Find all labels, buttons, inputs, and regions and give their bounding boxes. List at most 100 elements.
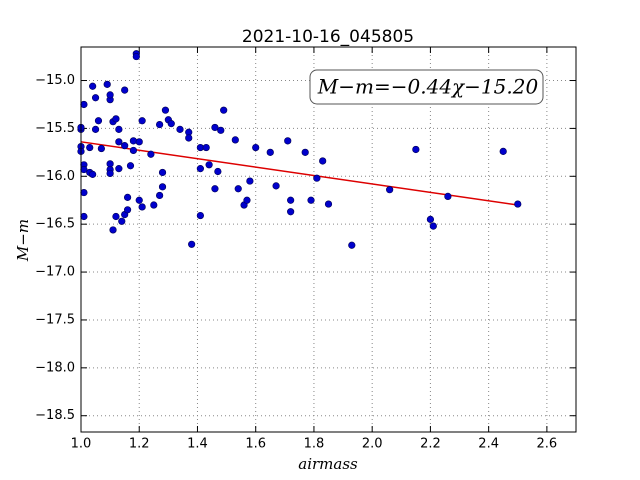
y-tick-label: −16.5 [35,217,75,232]
data-point [287,196,295,204]
data-point [80,188,88,197]
data-point [161,106,170,114]
data-point [121,86,129,94]
data-point [115,165,123,173]
data-point [138,203,146,211]
data-point [176,125,184,133]
y-tick-label: −17.0 [35,265,75,280]
x-axis-label: airmass [298,455,358,473]
data-point [231,136,239,144]
data-point [138,117,146,125]
x-tick-label: 2.4 [478,437,499,452]
data-point [129,137,138,145]
data-point [426,215,435,223]
data-point [156,191,164,200]
data-point [287,208,295,216]
data-point [313,174,321,182]
data-point [103,80,111,88]
data-point [196,211,204,220]
y-tick-label: −15.5 [35,121,75,136]
data-point [284,137,292,145]
data-point [412,145,420,154]
x-tick-label: 1.2 [129,437,150,452]
data-point [211,123,219,132]
data-point [205,161,213,169]
data-point [115,125,123,133]
data-point [89,82,97,90]
data-point [188,240,196,248]
data-point [132,52,140,61]
data-point [429,222,437,230]
data-point [150,201,158,209]
data-point [147,150,155,158]
data-point [324,200,333,208]
data-point [234,185,242,193]
data-point [185,134,193,142]
x-tick-label: 2.2 [420,437,441,452]
data-point [94,117,103,125]
annotation-box [309,69,544,105]
data-point [123,206,132,214]
y-axis-label: M−m [14,219,32,262]
data-point [118,217,126,225]
data-point [202,143,210,152]
data-point [91,94,100,102]
data-point [214,167,222,176]
data-point [386,186,394,194]
chart-title: 2021-10-16_045805 [242,27,414,47]
data-point [112,115,120,123]
data-point [319,157,327,165]
data-point [499,147,507,155]
data-point [135,196,143,204]
data-point [86,143,94,152]
data-point [348,241,356,249]
data-point [89,170,97,178]
data-point [158,183,167,191]
data-point [301,148,309,156]
data-point [123,193,132,201]
data-point [91,125,100,133]
x-tick-label: 1.8 [304,437,325,452]
data-point [196,165,204,173]
data-point [80,100,88,109]
data-point [109,226,117,234]
data-point [80,212,88,221]
y-tick-label: −17.5 [35,312,75,327]
data-point [307,196,315,204]
data-point [129,146,138,155]
plot-frame [80,46,577,433]
data-point [444,192,452,201]
x-tick-label: 1.0 [71,437,92,452]
data-point [121,142,129,150]
data-point [167,120,175,128]
data-point [252,143,260,152]
data-point [115,138,123,146]
data-point [112,212,120,221]
x-tick-label: 1.4 [187,437,208,452]
data-point [217,126,225,134]
data-point [106,169,114,178]
data-point [246,177,254,185]
data-point [266,148,274,156]
data-point [243,196,251,204]
data-point [126,162,135,170]
data-point [211,185,219,193]
x-tick-label: 2.6 [537,437,558,452]
data-point [514,200,522,208]
data-point [220,106,228,114]
x-tick-label: 2.0 [362,437,383,452]
y-tick-label: −16.0 [35,169,75,184]
y-tick-label: −15.0 [35,73,75,88]
data-point [106,91,114,99]
plot-area: 1.0 1.2 1.4 1.6 1.8 2.0 2.2 2.4 2.6 −15.0 −15.5 −16… [35,46,577,452]
data-point [272,182,280,190]
annotation: M−m=−0.44χ−15.20 [317,75,539,99]
data-point [135,138,143,146]
data-point [158,168,167,177]
data-point [97,144,105,153]
y-tick-label: −18.0 [35,360,75,375]
data-point [156,120,164,129]
x-tick-label: 1.6 [245,437,266,452]
